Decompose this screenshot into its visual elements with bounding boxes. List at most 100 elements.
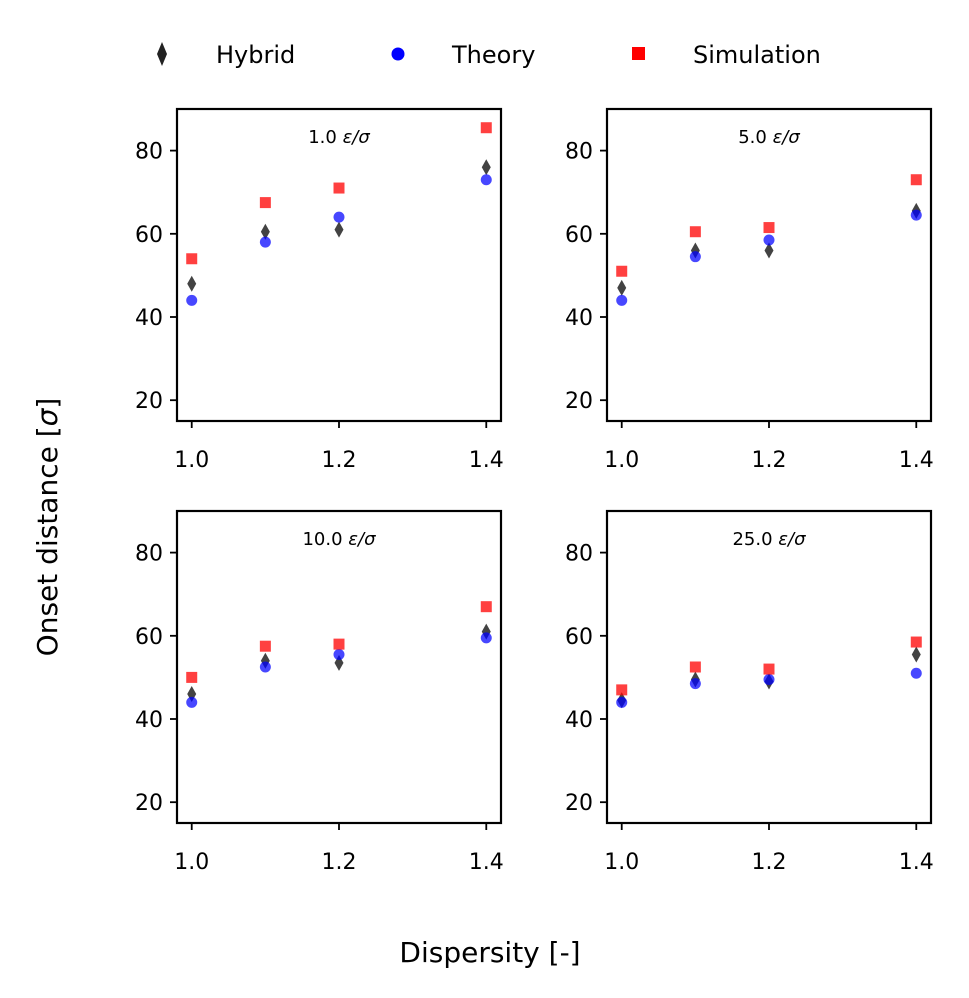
simulation-point — [480, 122, 492, 134]
y-tick-label: 40 — [565, 708, 593, 733]
theory-point — [186, 696, 198, 708]
legend-item-theory: Theory — [391, 41, 535, 69]
y-axis-label-close: ] — [31, 398, 64, 409]
simulation-point — [186, 253, 198, 265]
simulation-point — [333, 182, 345, 194]
x-tick-label: 1.4 — [899, 448, 934, 473]
y-axis-label-text: Onset distance [ — [31, 426, 64, 656]
theory-point — [259, 661, 271, 673]
axes-frame — [605, 107, 933, 423]
panel-annotation-unit: ε/σ — [343, 127, 371, 148]
simulation-point — [910, 636, 922, 648]
panel-annotation-value: 10.0 — [302, 529, 348, 550]
legend-item-simulation: Simulation — [632, 41, 821, 69]
legend-label: Theory — [451, 41, 535, 69]
y-tick-label: 20 — [565, 791, 593, 816]
hybrid-point — [617, 279, 627, 296]
theory-point — [259, 236, 271, 248]
y-axis-label: Onset distance [σ] — [31, 398, 64, 657]
x-tick-label: 1.0 — [174, 448, 209, 473]
theory-point — [689, 678, 701, 690]
theory-point — [480, 632, 492, 644]
panel-4: 1.0 1.2 1.4 20 40 60 80 25.0 ε/σ — [565, 509, 934, 875]
theory-point — [910, 209, 922, 221]
theory-point — [333, 211, 345, 223]
panel-1: 1.0 1.2 1.4 20 40 60 80 1.0 ε/σ — [135, 107, 504, 473]
y-axis-label-symbol: σ — [31, 407, 64, 426]
legend-label: Hybrid — [216, 41, 295, 69]
simulation-point — [480, 601, 492, 613]
simulation-point — [763, 663, 775, 675]
theory-point — [186, 294, 198, 306]
hybrid-point — [260, 223, 270, 240]
panel-annotation-unit: ε/σ — [773, 127, 801, 148]
legend-label: Simulation — [693, 41, 821, 69]
legend-marker-square — [632, 47, 645, 60]
x-tick-label: 1.2 — [322, 850, 357, 875]
panel-annotation-value: 25.0 — [732, 529, 778, 550]
x-tick-label: 1.4 — [899, 850, 934, 875]
x-tick-label: 1.2 — [752, 448, 787, 473]
x-tick-label: 1.2 — [752, 850, 787, 875]
y-tick-label: 20 — [135, 389, 163, 414]
hybrid-point — [481, 159, 491, 176]
theory-point — [480, 174, 492, 186]
panel-annotation-value: 1.0 — [308, 127, 342, 148]
theory-point — [763, 673, 775, 685]
panel-annotation: 1.0 ε/σ — [308, 127, 370, 148]
simulation-point — [689, 661, 701, 673]
legend-item-hybrid: Hybrid — [157, 41, 295, 69]
y-tick-label: 40 — [135, 708, 163, 733]
panel-annotation: 25.0 ε/σ — [732, 529, 806, 550]
y-tick-label: 60 — [565, 625, 593, 650]
y-tick-label: 40 — [135, 306, 163, 331]
x-tick-label: 1.2 — [322, 448, 357, 473]
y-tick-label: 60 — [565, 223, 593, 248]
y-tick-label: 80 — [565, 542, 593, 567]
theory-point — [333, 649, 345, 661]
theory-point — [616, 294, 628, 306]
y-tick-label: 80 — [135, 542, 163, 567]
x-tick-label: 1.0 — [604, 448, 639, 473]
y-tick-label: 60 — [135, 625, 163, 650]
hybrid-point — [187, 275, 197, 292]
y-tick-label: 80 — [135, 140, 163, 165]
hybrid-point — [911, 646, 921, 663]
y-tick-label: 20 — [565, 389, 593, 414]
legend: Hybrid Theory Simulation — [157, 41, 821, 69]
y-tick-label: 40 — [565, 306, 593, 331]
panel-annotation: 10.0 ε/σ — [302, 529, 376, 550]
panel-annotation-unit: ε/σ — [348, 529, 376, 550]
legend-marker-circle — [391, 47, 405, 61]
axes-frame — [175, 107, 503, 423]
simulation-point — [259, 640, 271, 652]
theory-point — [910, 667, 922, 679]
panel-annotation-value: 5.0 — [738, 127, 772, 148]
y-tick-label: 80 — [565, 140, 593, 165]
hybrid-point — [764, 242, 774, 259]
x-tick-label: 1.4 — [469, 448, 504, 473]
simulation-point — [910, 174, 922, 186]
panel-annotation-unit: ε/σ — [778, 529, 806, 550]
y-tick-label: 60 — [135, 223, 163, 248]
x-tick-label: 1.0 — [604, 850, 639, 875]
x-tick-label: 1.4 — [469, 850, 504, 875]
simulation-point — [616, 265, 628, 277]
hybrid-point — [334, 221, 344, 238]
theory-point — [689, 251, 701, 263]
theory-point — [616, 696, 628, 708]
simulation-point — [689, 226, 701, 238]
x-tick-label: 1.0 — [174, 850, 209, 875]
simulation-point — [763, 222, 775, 234]
legend-marker-diamond — [157, 42, 167, 66]
simulation-point — [333, 638, 345, 650]
simulation-point — [259, 197, 271, 209]
simulation-point — [186, 671, 198, 683]
simulation-point — [616, 684, 628, 696]
x-axis-label: Dispersity [-] — [399, 936, 580, 969]
panel-3: 1.0 1.2 1.4 20 40 60 80 10.0 ε/σ — [135, 509, 504, 875]
theory-point — [763, 234, 775, 246]
panel-annotation: 5.0 ε/σ — [738, 127, 800, 148]
y-tick-label: 20 — [135, 791, 163, 816]
